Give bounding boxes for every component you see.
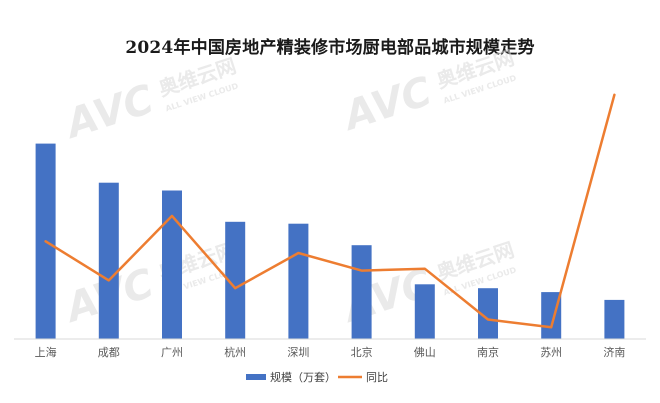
x-tick-label: 南京 [477,345,499,359]
legend: 规模（万套） 同比 [246,370,388,384]
legend-label-line: 同比 [366,371,388,384]
x-tick-label: 苏州 [540,346,562,359]
bar-6 [415,284,435,339]
x-tick-label: 济南 [603,345,625,359]
legend-label-bar: 规模（万套） [270,370,336,384]
bar-9 [604,300,624,339]
x-tick-label: 北京 [351,345,373,359]
x-tick-label: 广州 [161,346,183,359]
watermark-logo: AVC [336,68,437,140]
x-tick-label: 上海 [35,345,57,359]
x-tick-label: 佛山 [414,346,436,359]
bar-4 [288,224,308,339]
legend-swatch-bar [246,374,266,380]
x-axis-labels: 上海 成都 广州 杭州 深圳 北京 佛山 南京 苏州 济南 [35,345,626,359]
x-tick-label: 杭州 [224,345,246,359]
bar-1 [99,183,119,339]
watermark-logo: AVC [58,76,159,148]
bar-5 [352,245,372,339]
x-tick-label: 成都 [98,346,120,359]
bar-2 [162,191,182,340]
x-tick-label: 深圳 [287,346,309,359]
